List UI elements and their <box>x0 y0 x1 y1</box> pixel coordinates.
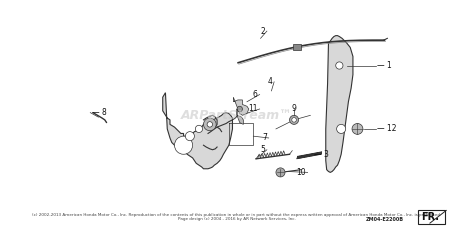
Text: 9: 9 <box>292 105 297 114</box>
Text: 7: 7 <box>262 133 267 142</box>
Polygon shape <box>237 109 243 124</box>
Circle shape <box>174 136 192 154</box>
Circle shape <box>237 106 242 112</box>
Text: FR.: FR. <box>421 212 439 222</box>
Circle shape <box>292 118 296 122</box>
Text: ARPartStream™: ARPartStream™ <box>181 109 293 122</box>
Text: 6: 6 <box>253 90 258 99</box>
Circle shape <box>290 115 299 124</box>
FancyBboxPatch shape <box>418 210 445 224</box>
Text: 2: 2 <box>260 27 265 36</box>
Bar <box>293 44 301 50</box>
Polygon shape <box>233 97 249 115</box>
Text: Page design (c) 2004 - 2016 by AR Network Services, Inc.: Page design (c) 2004 - 2016 by AR Networ… <box>178 218 296 222</box>
Text: — 8: — 8 <box>92 108 107 117</box>
Circle shape <box>203 118 216 131</box>
Circle shape <box>207 122 212 127</box>
Circle shape <box>276 168 285 177</box>
Circle shape <box>337 124 346 133</box>
Text: 10: 10 <box>296 168 306 177</box>
Text: (c) 2002-2013 American Honda Motor Co., Inc. Reproduction of the contents of thi: (c) 2002-2013 American Honda Motor Co., … <box>32 213 442 217</box>
Text: 4: 4 <box>267 77 273 86</box>
Circle shape <box>352 123 363 134</box>
Text: — 12: — 12 <box>377 124 397 133</box>
Text: — 3: — 3 <box>314 150 329 159</box>
Text: 5: 5 <box>260 145 265 154</box>
Text: — 1: — 1 <box>377 61 392 70</box>
Text: 11: 11 <box>248 105 258 114</box>
Polygon shape <box>163 93 232 169</box>
Circle shape <box>336 62 343 69</box>
Circle shape <box>195 125 202 132</box>
Text: ZM04-E2200B: ZM04-E2200B <box>365 217 404 222</box>
Circle shape <box>185 132 194 141</box>
Polygon shape <box>326 36 353 172</box>
